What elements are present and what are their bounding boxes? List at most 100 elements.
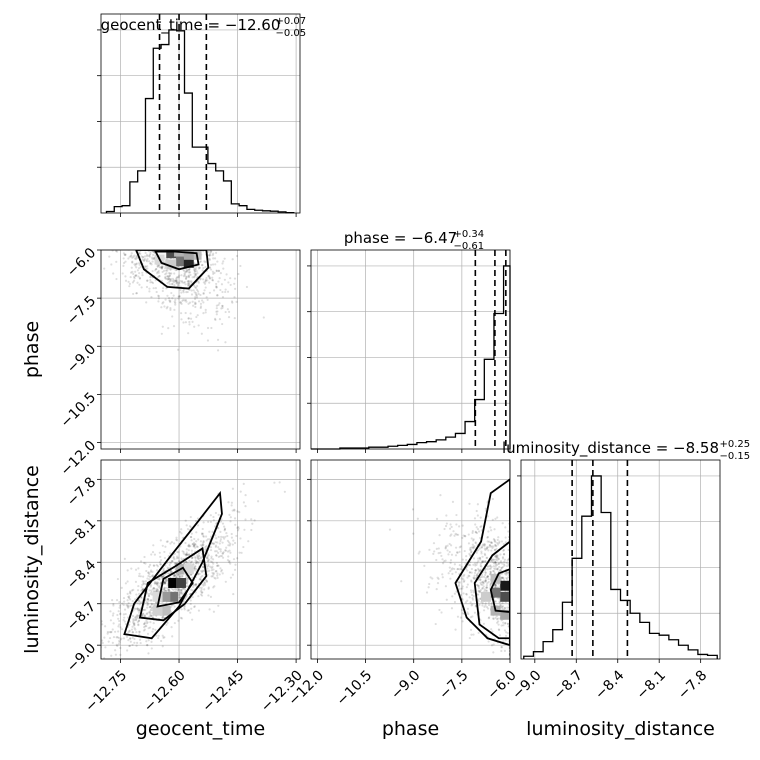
scatter-point bbox=[143, 245, 145, 247]
scatter-point bbox=[192, 583, 195, 587]
scatter-point bbox=[480, 525, 483, 528]
scatter-point bbox=[457, 583, 461, 587]
x-tick-label: −12.75 bbox=[82, 667, 130, 715]
scatter-point bbox=[482, 560, 485, 563]
scatter-point bbox=[213, 257, 217, 260]
scatter-point bbox=[201, 263, 204, 267]
scatter-point bbox=[153, 662, 155, 664]
scatter-point bbox=[196, 554, 199, 557]
scatter-point bbox=[231, 573, 234, 576]
scatter-point bbox=[500, 576, 504, 579]
scatter-point bbox=[173, 574, 176, 577]
scatter-point bbox=[131, 614, 135, 618]
scatter-point bbox=[104, 646, 107, 649]
scatter-point bbox=[179, 589, 183, 592]
scatter-point bbox=[494, 543, 497, 547]
scatter-point bbox=[161, 287, 165, 290]
scatter-point bbox=[159, 215, 161, 217]
x-tick-label: −8.4 bbox=[592, 667, 627, 702]
scatter-point bbox=[142, 623, 146, 626]
scatter-point bbox=[133, 624, 136, 627]
scatter-point bbox=[234, 563, 237, 566]
scatter-point bbox=[171, 315, 174, 318]
scatter-point bbox=[168, 563, 171, 567]
scatter-point bbox=[147, 228, 149, 230]
scatter-point bbox=[117, 630, 120, 633]
scatter-point bbox=[468, 552, 471, 556]
scatter-point bbox=[210, 566, 213, 570]
scatter-point bbox=[142, 580, 145, 583]
scatter-point bbox=[191, 576, 194, 579]
scatter-point bbox=[194, 546, 197, 549]
scatter-point bbox=[441, 573, 444, 576]
scatter-point bbox=[215, 270, 218, 273]
scatter-point bbox=[144, 265, 147, 268]
scatter-point bbox=[149, 252, 152, 255]
scatter-point bbox=[459, 587, 463, 590]
scatter-point bbox=[154, 234, 156, 236]
scatter-point bbox=[181, 229, 183, 231]
scatter-point bbox=[505, 577, 509, 581]
scatter-point bbox=[179, 575, 182, 578]
panel-frame bbox=[100, 13, 301, 214]
scatter-point bbox=[138, 224, 140, 226]
scatter-point bbox=[458, 550, 461, 553]
scatter-point bbox=[494, 616, 497, 619]
scatter-point bbox=[151, 260, 154, 263]
scatter-point bbox=[138, 196, 140, 198]
scatter-point bbox=[117, 223, 119, 225]
scatter-point bbox=[195, 560, 199, 564]
scatter-point bbox=[484, 580, 487, 583]
scatter-point bbox=[184, 275, 187, 278]
scatter-point bbox=[474, 605, 477, 608]
scatter-point bbox=[179, 288, 182, 292]
scatter-point bbox=[115, 240, 117, 242]
scatter-point bbox=[150, 242, 152, 244]
scatter-point bbox=[214, 544, 218, 547]
scatter-point bbox=[159, 230, 161, 232]
x-tick-label: −12.60 bbox=[141, 667, 189, 715]
scatter-point bbox=[221, 552, 224, 555]
scatter-point bbox=[99, 232, 101, 234]
scatter-point bbox=[143, 244, 145, 246]
scatter-point bbox=[477, 549, 480, 552]
scatter-point bbox=[127, 257, 130, 260]
scatter-point bbox=[462, 580, 466, 583]
scatter-point bbox=[141, 274, 144, 277]
scatter-point bbox=[162, 243, 164, 245]
scatter-point bbox=[509, 663, 511, 665]
scatter-point bbox=[485, 589, 489, 592]
scatter-point bbox=[187, 317, 190, 320]
scatter-point bbox=[169, 307, 172, 310]
scatter-point bbox=[82, 164, 84, 166]
scatter-point bbox=[187, 282, 190, 285]
scatter-point bbox=[202, 565, 205, 569]
scatter-point bbox=[429, 576, 432, 579]
scatter-point bbox=[486, 515, 489, 518]
scatter-point bbox=[163, 550, 166, 554]
scatter-point bbox=[113, 197, 115, 199]
scatter-point bbox=[159, 539, 162, 542]
scatter-point bbox=[137, 210, 139, 212]
scatter-point bbox=[149, 570, 152, 573]
scatter-point bbox=[117, 231, 119, 233]
scatter-point bbox=[180, 236, 182, 238]
x-tick-label: −9.0 bbox=[509, 667, 544, 702]
scatter-point bbox=[166, 242, 168, 244]
scatter-point bbox=[488, 603, 491, 607]
scatter-point bbox=[198, 193, 200, 195]
scatter-point bbox=[507, 562, 510, 566]
scatter-point bbox=[121, 228, 123, 230]
x-tick-label: −7.5 bbox=[436, 667, 471, 702]
scatter-point bbox=[138, 630, 141, 633]
scatter-point bbox=[454, 546, 458, 549]
scatter-point bbox=[445, 598, 448, 601]
scatter-point bbox=[131, 221, 133, 223]
scatter-point bbox=[504, 622, 507, 625]
scatter-point bbox=[152, 235, 154, 237]
scatter-point bbox=[148, 220, 150, 222]
scatter-point bbox=[137, 619, 141, 622]
scatter-point bbox=[477, 567, 480, 570]
density-cell bbox=[166, 259, 177, 270]
scatter-point bbox=[111, 250, 114, 252]
